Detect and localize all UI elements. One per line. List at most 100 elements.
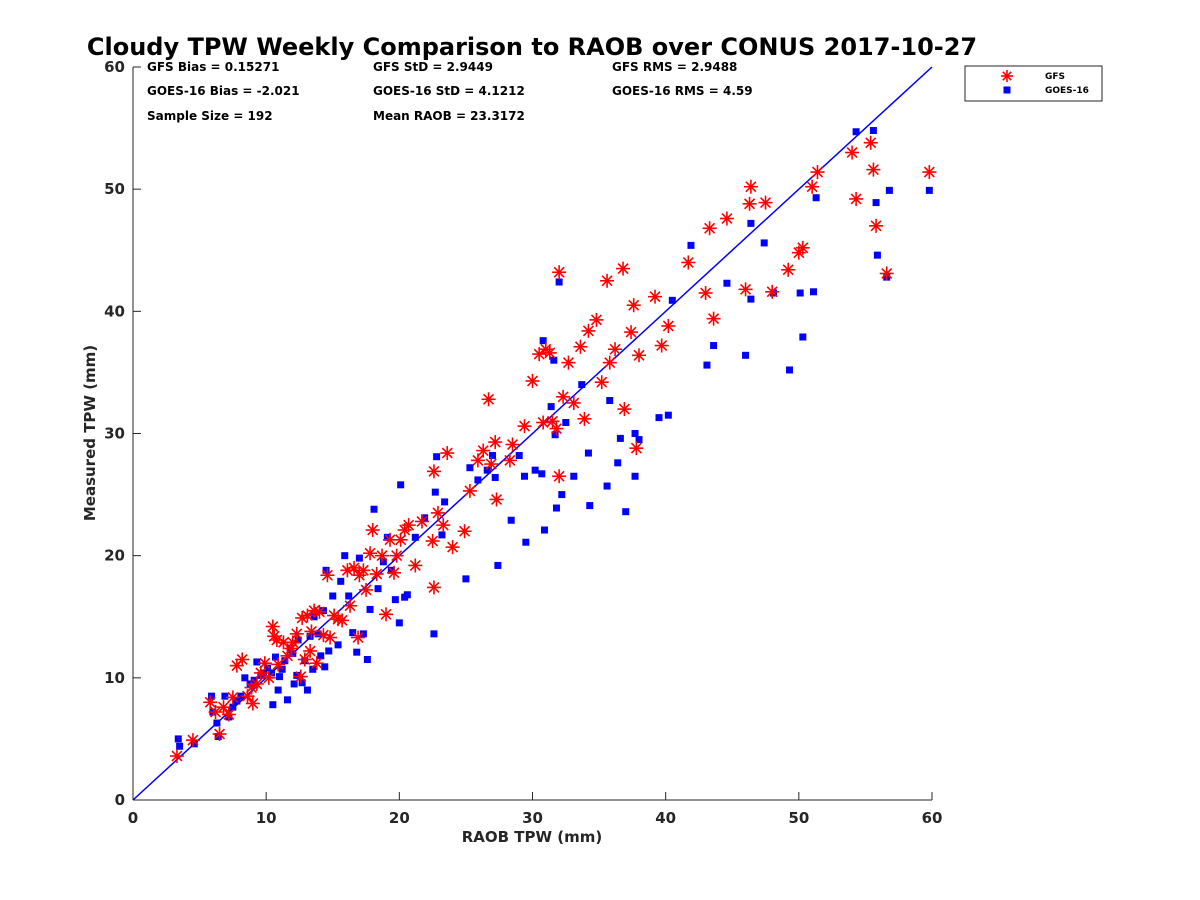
- gfs-point: [203, 695, 218, 710]
- gfs-point: [303, 643, 318, 658]
- goes16-point: [174, 735, 182, 743]
- goes16-point: [873, 251, 881, 259]
- goes16-point: [430, 630, 438, 638]
- legend-goes16-label: GOES-16: [1045, 86, 1089, 96]
- gfs-point: [212, 727, 227, 742]
- gfs-point: [661, 318, 676, 333]
- gfs-point: [581, 323, 596, 338]
- goes16-point: [742, 351, 750, 359]
- gfs-point: [702, 221, 717, 236]
- goes16-point: [551, 431, 559, 439]
- goes16-point: [540, 526, 548, 534]
- goes16-point: [263, 664, 271, 672]
- goes16-point: [687, 241, 695, 249]
- gfs-point: [552, 265, 567, 280]
- goes16-point: [723, 279, 731, 287]
- gfs-point: [425, 534, 440, 549]
- goes16-point: [317, 652, 325, 660]
- goes16-point: [267, 669, 275, 677]
- gfs-point: [552, 469, 567, 484]
- goes16-point: [359, 630, 367, 638]
- gfs-point: [743, 179, 758, 194]
- goes16-point: [547, 403, 555, 411]
- gfs-point: [617, 402, 632, 417]
- goes16-point: [325, 647, 333, 655]
- goes16-point: [515, 451, 523, 459]
- goes16-point: [349, 629, 357, 637]
- gfs-point: [863, 135, 878, 150]
- goes16-point: [538, 470, 546, 478]
- gfs-point: [706, 311, 721, 326]
- gfs-point: [845, 145, 860, 160]
- goes16-point: [872, 199, 880, 207]
- goes16-point: [578, 381, 586, 389]
- goes16-point: [483, 466, 491, 474]
- goes16-point: [655, 414, 663, 422]
- goes16-point: [395, 619, 403, 627]
- stat-text: GFS RMS = 2.9488: [612, 60, 737, 74]
- goes16-point: [322, 566, 330, 574]
- y-tick-label: 10: [104, 669, 125, 687]
- gfs-point: [810, 165, 825, 180]
- goes16-point: [522, 538, 530, 546]
- legend: GFS GOES-16: [964, 65, 1103, 102]
- goes16-point: [229, 703, 237, 711]
- goes16-point: [586, 502, 594, 510]
- gfs-point: [280, 648, 295, 663]
- gfs-point: [561, 355, 576, 370]
- gfs-point: [457, 524, 472, 539]
- gfs-point: [440, 446, 455, 461]
- gfs-point: [545, 414, 560, 429]
- goes16-point: [507, 516, 515, 524]
- goes16-point: [321, 663, 329, 671]
- gfs-point: [351, 630, 366, 645]
- gfs-point: [271, 657, 286, 672]
- goes16-point: [668, 296, 676, 304]
- gfs-point: [542, 345, 557, 360]
- y-tick-label: 30: [104, 425, 125, 443]
- gfs-point: [185, 733, 200, 748]
- gfs-point: [436, 518, 451, 533]
- gfs-point: [624, 325, 639, 340]
- goes16-point: [274, 686, 282, 694]
- goes16-point: [208, 692, 216, 700]
- gfs-point: [549, 421, 564, 436]
- gfs-point: [738, 282, 753, 297]
- gfs-point: [221, 707, 236, 722]
- gfs-point: [335, 613, 350, 628]
- gfs-point: [805, 179, 820, 194]
- x-tick-label: 50: [788, 809, 809, 827]
- gfs-point: [616, 261, 631, 276]
- gfs-point: [235, 652, 250, 667]
- goes16-point: [306, 632, 314, 640]
- goes16-point: [176, 742, 184, 750]
- goes16-point: [462, 575, 470, 583]
- gfs-point: [869, 218, 884, 233]
- goes16-point: [466, 464, 474, 472]
- gfs-point: [208, 705, 223, 720]
- gfs-point: [356, 563, 371, 578]
- gfs-point: [216, 700, 231, 715]
- gfs-point: [481, 392, 496, 407]
- gfs-point: [476, 443, 491, 458]
- goes16-point: [635, 436, 643, 444]
- stat-text: GOES-16 Bias = -2.021: [147, 84, 300, 98]
- gfs-point: [375, 548, 390, 563]
- goes16-point: [355, 554, 363, 562]
- gfs-point: [765, 284, 780, 299]
- gfs-point: [343, 598, 358, 613]
- gfs-point: [470, 453, 485, 468]
- goes16-point: [494, 561, 502, 569]
- goes16-point: [370, 505, 378, 513]
- goes16-point: [334, 641, 342, 649]
- goes16-point: [606, 397, 614, 405]
- goes16-point: [799, 333, 807, 341]
- gfs-point: [312, 604, 327, 619]
- gfs-point: [781, 262, 796, 277]
- goes16-point: [190, 740, 198, 748]
- goes16-point: [290, 680, 298, 688]
- gfs-point: [484, 457, 499, 472]
- gfs-point: [379, 607, 394, 622]
- x-tick-label: 30: [522, 809, 543, 827]
- gfs-point: [594, 375, 609, 390]
